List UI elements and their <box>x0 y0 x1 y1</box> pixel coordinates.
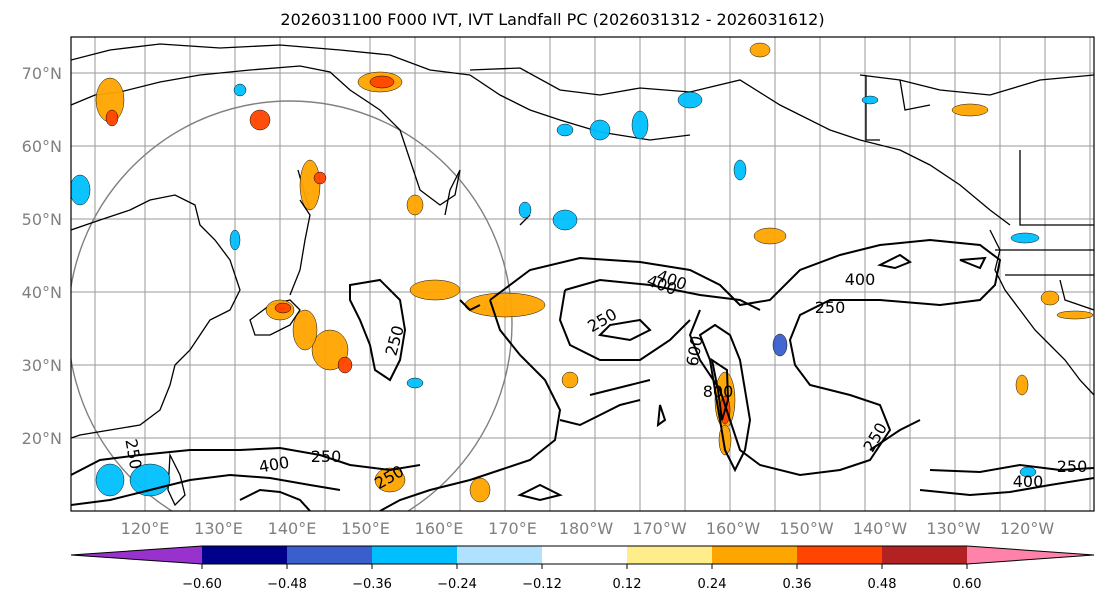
lon-label: 170°W <box>632 519 687 538</box>
colorbar-tick-label: −0.12 <box>522 577 562 592</box>
colorbar-tick-labels: −0.60 −0.48 −0.36 −0.24 −0.12 0.12 0.24 0.36 0.4… <box>182 564 981 592</box>
shading-patch <box>337 356 353 374</box>
shading-patch <box>409 279 461 301</box>
lon-label: 140°W <box>853 519 908 538</box>
lat-label: 70°N <box>22 64 62 83</box>
colorbar-segment <box>287 546 372 564</box>
shading-patch <box>556 123 574 137</box>
lon-label: 180°W <box>559 519 614 538</box>
lon-label: 130°E <box>194 519 243 538</box>
shading-patch <box>552 209 578 231</box>
chart-title: 2026031100 F000 IVT, IVT Landfall PC (20… <box>280 10 825 29</box>
colorbar-tick-label: 0.24 <box>698 577 727 592</box>
shading-patch <box>105 109 119 127</box>
shading-patch <box>518 201 532 219</box>
shading-patch <box>313 171 327 185</box>
shading-patch <box>229 229 241 251</box>
shading-patch <box>951 103 989 117</box>
colorbar-extend-high <box>967 546 1094 564</box>
lon-label: 160°W <box>706 519 761 538</box>
lon-label: 140°E <box>268 519 317 538</box>
longitude-labels: 120°E 130°E 140°E 150°E 160°E 170°E 180°W 170°W… <box>121 519 1055 538</box>
lon-label: 120°E <box>121 519 170 538</box>
colorbar-segment <box>627 546 712 564</box>
colorbar-segment <box>457 546 542 564</box>
contour-label: 400 <box>1013 472 1044 491</box>
shading-patch <box>677 91 703 109</box>
shading-patch <box>1040 290 1060 306</box>
colorbar <box>70 545 1095 565</box>
lat-label: 50°N <box>22 210 62 229</box>
shading-patch <box>464 292 546 318</box>
shading-patch <box>861 95 879 105</box>
shading-patch <box>274 302 292 314</box>
shading-patch <box>249 109 271 131</box>
shading-patch <box>311 329 349 371</box>
lon-label: 120°W <box>1000 519 1055 538</box>
shading-patch <box>299 159 321 211</box>
lat-label: 40°N <box>22 283 62 302</box>
contour-label: 250 <box>815 298 846 317</box>
shading-patch <box>469 477 491 503</box>
colorbar-tick-label: 0.36 <box>783 577 812 592</box>
ivt-landfall-pc-shading <box>71 42 1094 503</box>
range-circle <box>71 100 513 511</box>
colorbar-segment <box>712 546 797 564</box>
colorbar-tick-label: −0.48 <box>267 577 307 592</box>
contour-label: 250 <box>1057 457 1088 476</box>
lat-label: 60°N <box>22 137 62 156</box>
lat-label: 30°N <box>22 356 62 375</box>
shading-patch <box>1056 310 1094 320</box>
lon-label: 130°W <box>926 519 981 538</box>
shading-patch <box>292 309 318 351</box>
latitude-labels: 70°N 60°N 50°N 40°N 30°N 20°N <box>22 64 62 448</box>
shading-patch <box>561 371 579 389</box>
colorbar-segment <box>202 546 287 564</box>
colorbar-tick-label: −0.24 <box>437 577 477 592</box>
colorbar-tick-label: −0.36 <box>352 577 392 592</box>
shading-patch <box>233 83 247 97</box>
shading-patch <box>631 110 649 140</box>
shading-patch <box>772 333 788 357</box>
lon-label: 150°E <box>341 519 390 538</box>
colorbar-segment <box>882 546 967 564</box>
contour-label: 400 <box>845 270 876 289</box>
shading-patch <box>749 42 771 58</box>
shading-patch <box>71 174 91 206</box>
shading-patch <box>1015 374 1029 396</box>
map-frame <box>70 36 1095 512</box>
shading-patch <box>369 75 395 89</box>
colorbar-tick-label: 0.48 <box>868 577 897 592</box>
lat-label: 20°N <box>22 429 62 448</box>
contour-label: 250 <box>311 447 342 466</box>
colorbar-segment <box>797 546 882 564</box>
colorbar-segment <box>542 546 627 564</box>
shading-patch <box>406 377 424 389</box>
shading-patch <box>406 194 424 216</box>
lon-label: 160°E <box>415 519 464 538</box>
contour-label: 800 <box>703 382 734 401</box>
ivt-contours <box>71 238 1094 511</box>
shading-patch <box>374 467 406 493</box>
shading-patch <box>733 159 747 181</box>
colorbar-extend-low <box>71 546 202 564</box>
colorbar-tick-label: −0.60 <box>182 577 222 592</box>
shading-patch <box>589 119 611 141</box>
lon-label: 150°W <box>779 519 834 538</box>
shading-patch <box>753 227 787 245</box>
shading-patch <box>1010 232 1040 244</box>
colorbar-segment <box>372 546 457 564</box>
lon-label: 170°E <box>488 519 537 538</box>
shading-patch <box>95 463 125 497</box>
colorbar-tick-label: 0.60 <box>953 577 982 592</box>
colorbar-tick-label: 0.12 <box>613 577 642 592</box>
